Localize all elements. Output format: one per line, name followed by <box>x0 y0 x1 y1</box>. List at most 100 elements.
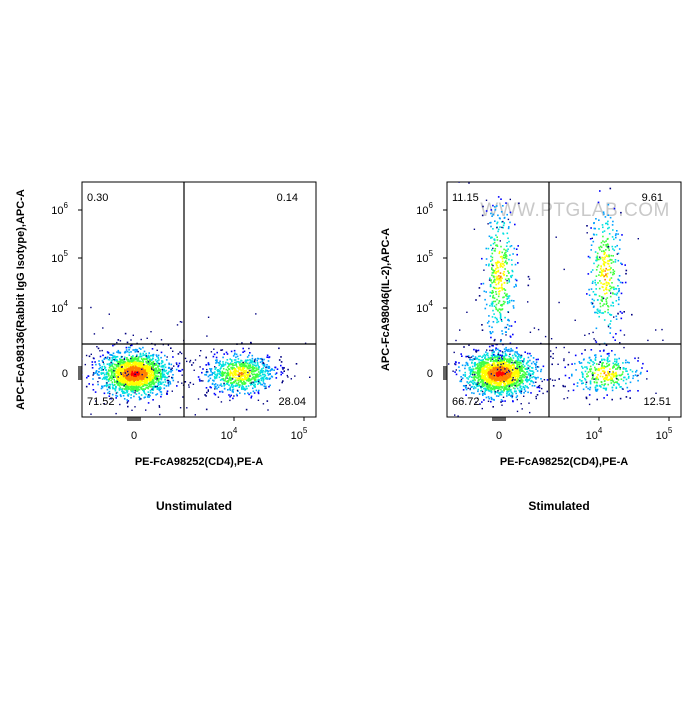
event-point <box>506 214 508 216</box>
event-point <box>271 368 273 370</box>
event-point <box>68 369 69 370</box>
event-point <box>479 295 481 297</box>
event-point <box>535 382 536 383</box>
event-point <box>501 387 503 389</box>
event-point <box>211 368 213 370</box>
event-point <box>224 384 226 386</box>
event-point <box>509 300 511 302</box>
event-point <box>491 282 493 284</box>
event-point <box>154 377 156 379</box>
event-point <box>521 388 523 390</box>
event-point <box>136 350 138 352</box>
event-point <box>143 390 145 392</box>
event-point <box>260 370 262 372</box>
event-point <box>98 348 100 350</box>
event-point <box>522 408 523 409</box>
event-point <box>498 281 500 283</box>
event-point <box>92 384 94 386</box>
event-point <box>529 360 531 362</box>
event-point <box>134 386 136 388</box>
event-point <box>235 357 237 359</box>
event-point <box>504 400 506 402</box>
event-point <box>92 374 93 375</box>
event-point <box>229 377 231 379</box>
event-point <box>140 354 142 356</box>
event-point <box>494 220 496 222</box>
event-point <box>454 371 456 373</box>
event-point <box>490 295 492 297</box>
event-point <box>160 383 162 385</box>
event-point <box>540 371 542 373</box>
event-point <box>278 348 280 350</box>
event-point <box>494 369 496 371</box>
event-point <box>506 293 508 295</box>
event-point <box>500 389 502 391</box>
event-point <box>242 383 244 385</box>
event-point <box>490 337 492 339</box>
event-point <box>518 203 520 205</box>
event-point <box>240 360 242 362</box>
event-point <box>117 395 119 397</box>
event-point <box>503 225 505 227</box>
event-point <box>206 369 207 370</box>
event-point <box>228 384 230 386</box>
event-point <box>206 392 208 394</box>
event-point <box>511 397 513 399</box>
event-point <box>260 361 262 363</box>
event-point <box>258 371 260 373</box>
event-point <box>91 354 92 355</box>
event-point <box>505 365 507 367</box>
event-point <box>475 351 476 352</box>
event-point <box>530 355 532 357</box>
event-point <box>529 412 530 413</box>
event-point <box>500 272 502 274</box>
event-point <box>223 364 225 366</box>
event-point <box>225 362 227 364</box>
event-point <box>488 398 490 400</box>
event-point <box>122 388 124 390</box>
event-point <box>483 365 485 367</box>
event-point <box>519 366 520 367</box>
event-point <box>500 369 501 370</box>
event-point <box>522 382 524 384</box>
event-point <box>226 352 228 354</box>
event-point <box>148 366 150 368</box>
event-point <box>507 382 509 384</box>
event-point <box>168 384 170 386</box>
event-point <box>172 374 174 376</box>
event-point <box>484 375 486 377</box>
event-point <box>514 379 515 380</box>
event-point <box>245 362 247 364</box>
event-point <box>526 381 528 383</box>
event-point <box>172 351 173 352</box>
event-point <box>120 340 121 341</box>
event-point <box>108 352 110 354</box>
event-point <box>469 384 470 385</box>
event-point <box>498 275 500 277</box>
event-point <box>262 370 264 372</box>
event-point <box>260 375 262 377</box>
event-point <box>527 365 529 367</box>
panel-caption: Unstimulated <box>156 499 232 513</box>
event-point <box>477 391 479 393</box>
event-point <box>486 373 488 375</box>
event-point <box>254 384 256 386</box>
event-point <box>512 275 514 277</box>
event-point <box>209 368 211 370</box>
event-point <box>226 369 228 371</box>
event-point <box>527 371 529 373</box>
event-point <box>468 378 470 380</box>
event-point <box>208 317 209 318</box>
event-point <box>126 347 128 349</box>
event-point <box>221 375 223 377</box>
event-point <box>523 396 524 397</box>
event-point <box>528 276 530 278</box>
event-point <box>269 385 271 387</box>
event-point <box>178 365 180 367</box>
event-point <box>198 376 200 378</box>
event-point <box>214 376 216 378</box>
event-point <box>268 360 270 362</box>
event-point <box>127 406 129 408</box>
event-point <box>128 395 130 397</box>
